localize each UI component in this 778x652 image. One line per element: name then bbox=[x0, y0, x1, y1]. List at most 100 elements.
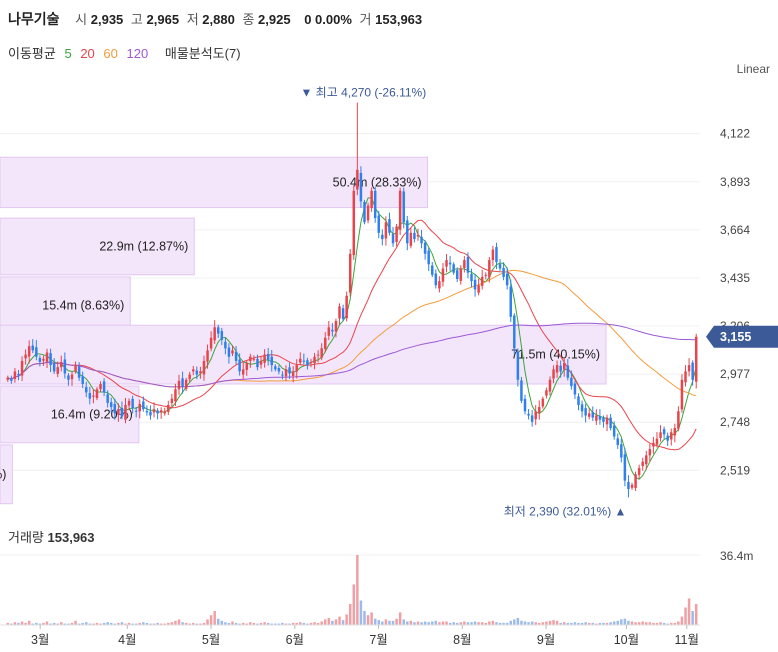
candle-body bbox=[256, 358, 259, 368]
scale-toggle[interactable]: Linear bbox=[736, 62, 770, 76]
y-tick-label: 3,893 bbox=[720, 175, 750, 189]
volume-bar bbox=[24, 622, 27, 625]
volume-bar bbox=[259, 622, 263, 625]
candle-body bbox=[434, 273, 438, 286]
volume-bar bbox=[245, 623, 249, 625]
volume-bar bbox=[120, 622, 124, 625]
volume-bar bbox=[420, 622, 423, 625]
candle-body bbox=[124, 405, 127, 420]
volume-bar bbox=[641, 621, 644, 625]
candle-body bbox=[580, 404, 584, 412]
candle-body bbox=[220, 331, 224, 340]
candle-body bbox=[398, 190, 402, 230]
candle-body bbox=[227, 347, 231, 357]
volume-bar bbox=[498, 622, 502, 625]
volume-bar bbox=[431, 621, 434, 625]
volume-bar bbox=[216, 618, 220, 625]
volume-bar bbox=[306, 623, 309, 625]
candle-body bbox=[113, 403, 117, 414]
candle-body bbox=[277, 368, 281, 372]
volume-profile-label[interactable]: 매물분석도(7) bbox=[164, 46, 241, 61]
volume-profile: 50.4m (28.33%) 22.9m (12.87%) 15.4m (8.63%… bbox=[0, 156, 607, 505]
candle-body bbox=[555, 365, 559, 373]
volume-bar bbox=[224, 622, 227, 625]
candle-body bbox=[167, 405, 170, 412]
candle-body bbox=[99, 384, 102, 390]
candle-body bbox=[655, 438, 659, 445]
current-price-tag bbox=[706, 325, 778, 348]
volume-bar bbox=[377, 620, 381, 625]
candle-body bbox=[49, 353, 52, 366]
x-axis: 3월 4월 5월 6월 7월 8월 9월 10월 11월 bbox=[0, 624, 700, 647]
volume-bar bbox=[388, 620, 391, 625]
volume-bar bbox=[491, 620, 495, 625]
ma60-label: 60 bbox=[103, 46, 118, 61]
volume-bar bbox=[149, 623, 152, 625]
volume-bar bbox=[102, 622, 106, 625]
candle-body bbox=[35, 347, 38, 357]
volume-bar bbox=[477, 622, 480, 625]
volume-bar bbox=[463, 621, 466, 625]
candle-body bbox=[669, 432, 673, 440]
candle-body bbox=[56, 367, 59, 374]
candle-body bbox=[605, 417, 609, 425]
volume-bar bbox=[684, 607, 687, 625]
candle-body bbox=[366, 205, 370, 221]
candle-body bbox=[13, 371, 17, 379]
candle-body bbox=[6, 377, 10, 380]
candle-body bbox=[81, 376, 84, 384]
ma-legend[interactable]: 이동평균 5 20 60 120 매물분석도(7) bbox=[8, 43, 246, 62]
candle-body bbox=[363, 201, 366, 223]
volume-bar bbox=[406, 621, 409, 625]
volume-bar bbox=[284, 623, 288, 625]
volume-bar bbox=[687, 598, 691, 625]
candle-body bbox=[534, 411, 537, 420]
volume-bar bbox=[20, 621, 24, 625]
volume-bar bbox=[662, 622, 666, 625]
volume-bar bbox=[466, 622, 470, 625]
volume-bar bbox=[17, 622, 20, 625]
candle-body bbox=[538, 407, 541, 414]
candle-body bbox=[402, 191, 405, 223]
candle-body bbox=[373, 190, 377, 219]
volume-bar bbox=[92, 623, 95, 625]
volume-bar bbox=[694, 604, 698, 625]
candle-body bbox=[491, 249, 495, 261]
candle-body bbox=[384, 222, 388, 239]
x-tick-label: 11월 bbox=[675, 633, 699, 647]
volume-bar bbox=[384, 619, 388, 625]
volume-bar bbox=[99, 623, 102, 625]
volume-bar bbox=[356, 555, 359, 625]
volume-bar bbox=[459, 622, 463, 625]
candle-body bbox=[609, 417, 612, 429]
candle-body bbox=[388, 219, 391, 233]
candle-body bbox=[27, 346, 31, 357]
candle-body bbox=[331, 329, 334, 332]
candle-body bbox=[213, 327, 216, 341]
volume-bar bbox=[527, 622, 530, 625]
candle-body bbox=[381, 234, 384, 240]
candle-body bbox=[42, 358, 45, 361]
volume-bar bbox=[302, 622, 306, 625]
volume-bar bbox=[434, 620, 438, 625]
candle-body bbox=[149, 411, 152, 416]
volume-profile-bar bbox=[0, 276, 131, 335]
candle-body bbox=[466, 256, 470, 273]
y-tick-label: 3,664 bbox=[720, 223, 750, 237]
candle-body bbox=[395, 226, 398, 243]
change-value: 0 0.00% bbox=[304, 12, 352, 27]
volume-bar bbox=[85, 622, 88, 625]
volume-bar bbox=[231, 621, 234, 625]
candle-body bbox=[573, 383, 577, 395]
open-value: 2,935 bbox=[90, 12, 124, 27]
volume-bar bbox=[156, 622, 159, 625]
candle-body bbox=[687, 365, 691, 372]
candle-body bbox=[320, 348, 323, 358]
y-tick-label: 3,435 bbox=[720, 271, 750, 285]
stock-name: 나무기술 bbox=[8, 11, 60, 27]
candle-body bbox=[281, 374, 284, 376]
volume-profile-bar bbox=[0, 385, 140, 444]
candle-body bbox=[142, 401, 145, 410]
